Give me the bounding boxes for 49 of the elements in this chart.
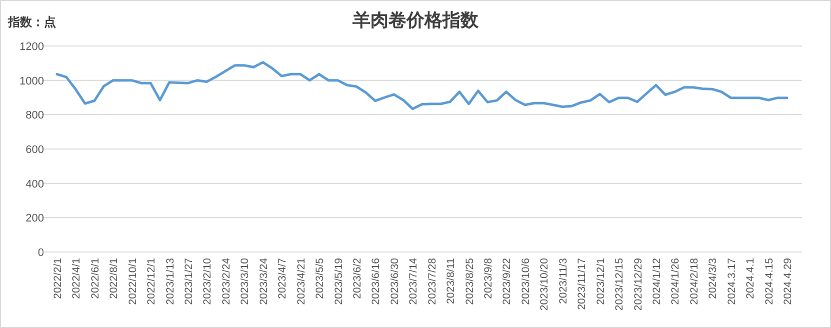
chart-title: 羊肉卷价格指数 [352,10,480,31]
y-tick-label: 1000 [20,75,44,88]
x-tick-label: 2022/6/1 [89,258,102,299]
x-tick-label: 2023/9/22 [501,258,514,305]
x-tick-label: 2023/2/10 [202,258,214,305]
x-tick-label: 2024/1/12 [650,258,663,305]
x-tick-label: 2023/5/19 [332,258,345,305]
x-tick-label: 2022/4/1 [70,258,83,299]
x-tick-label: 2023/10/6 [520,258,532,305]
x-tick-label: 2024.4.15 [763,258,776,305]
x-tick-label: 2023/6/30 [388,258,401,305]
y-tick-label: 800 [26,110,44,122]
x-tick-label: 2023/6/2 [351,258,364,299]
x-tick-label: 2024.4.29 [782,258,794,305]
x-tick-label: 2023/11/17 [576,258,588,310]
x-tick-label: 2023/3/10 [239,258,252,305]
x-tick-label: 2022/10/1 [126,258,139,305]
x-tick-label: 2024/2/18 [688,258,700,305]
x-tick-label: 2023/11/3 [557,258,570,304]
x-tick-label: 2023/10/20 [538,258,551,311]
y-tick-label: 400 [26,178,44,190]
x-tick-label: 2023/3/24 [258,258,270,305]
x-tick-label: 2023/12/1 [594,258,607,305]
x-tick-label: 2023/12/29 [632,258,644,311]
x-tick-label: 2023/1/13 [164,258,176,305]
x-tick-label: 2022/8/1 [108,258,120,299]
y-tick-label: 600 [26,144,44,156]
x-tick-label: 2023/7/14 [408,258,420,305]
y-tick-label: 200 [26,212,44,225]
x-tick-label: 2023/2/24 [220,258,232,305]
x-tick-label: 2023/7/28 [426,258,438,305]
y-axis-title: 指数：点 [7,15,56,29]
x-tick-label: 2023/6/16 [370,258,382,305]
x-tick-label: 2023/8/11 [445,258,458,304]
x-tick-label: 2023/4/21 [295,258,308,305]
x-tick-label: 2023/12/15 [614,258,626,311]
x-tick-label: 2024/1/26 [670,258,682,305]
x-tick-label: 2023/9/8 [482,258,495,299]
x-tick-label: 2022/12/1 [146,258,158,305]
x-tick-label: 2023/1/27 [183,258,196,305]
x-tick-label: 2023/8/25 [464,258,476,305]
x-tick-label: 2024.3.17 [726,258,738,305]
x-tick-label: 2024/3/3 [707,258,720,299]
y-tick-label: 1200 [20,41,44,53]
x-tick-label: 2023/5/5 [314,258,326,299]
line-series [56,61,788,110]
x-tick-label: 2022/2/1 [52,258,64,299]
x-tick-label: 2023/4/7 [276,258,289,299]
x-tick-label: 2024.4.1 [744,258,757,299]
